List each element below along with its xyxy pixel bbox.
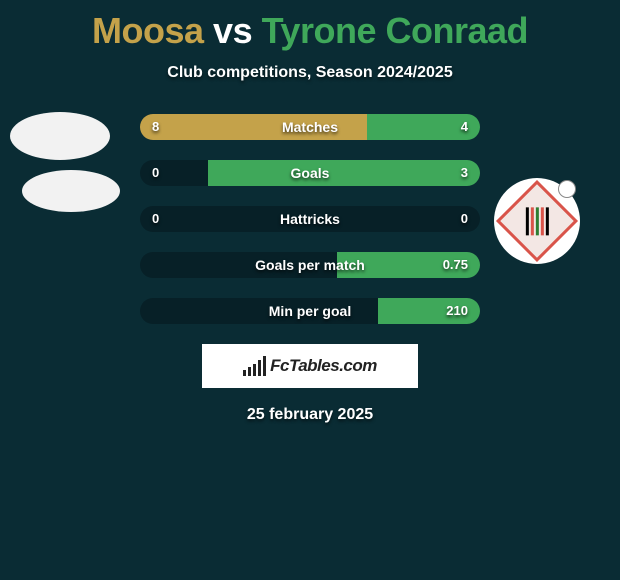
club-badge-stripes <box>526 207 549 235</box>
subtitle: Club competitions, Season 2024/2025 <box>0 64 620 82</box>
stat-row: Min per goal210 <box>140 298 480 324</box>
stat-label: Matches <box>140 114 480 140</box>
stat-row: 8Matches4 <box>140 114 480 140</box>
stat-label: Min per goal <box>140 298 480 324</box>
club-badge-ball-icon <box>558 180 576 198</box>
logo-bars-icon <box>243 356 266 376</box>
stat-label: Goals per match <box>140 252 480 278</box>
logo-bar <box>263 356 266 376</box>
player2-value: 4 <box>461 114 468 140</box>
stat-label: Goals <box>140 160 480 186</box>
player1-club-badge-placeholder-2 <box>22 170 120 212</box>
stripe <box>541 207 544 235</box>
stripe <box>531 207 534 235</box>
logo-bar <box>258 360 261 376</box>
stripe <box>546 207 549 235</box>
stat-row: 0Hattricks0 <box>140 206 480 232</box>
source-logo: FcTables.com <box>202 344 418 388</box>
stripe <box>536 207 539 235</box>
logo-bar <box>253 364 256 376</box>
stripe <box>526 207 529 235</box>
player1-name: Moosa <box>92 10 204 51</box>
player1-club-badge-placeholder-1 <box>10 112 110 160</box>
stat-row: 0Goals3 <box>140 160 480 186</box>
vs-text: vs <box>213 10 252 51</box>
logo-bar <box>243 370 246 376</box>
player2-value: 0.75 <box>443 252 468 278</box>
stat-label: Hattricks <box>140 206 480 232</box>
player2-value: 3 <box>461 160 468 186</box>
player2-name: Tyrone Conraad <box>262 10 528 51</box>
player2-value: 210 <box>446 298 468 324</box>
logo-bar <box>248 367 251 376</box>
player2-value: 0 <box>461 206 468 232</box>
comparison-title: Moosa vs Tyrone Conraad <box>0 0 620 52</box>
snapshot-date: 25 february 2025 <box>0 406 620 424</box>
stats-comparison-chart: 8Matches40Goals30Hattricks0Goals per mat… <box>140 114 480 324</box>
stat-row: Goals per match0.75 <box>140 252 480 278</box>
logo-text: FcTables.com <box>270 356 377 376</box>
